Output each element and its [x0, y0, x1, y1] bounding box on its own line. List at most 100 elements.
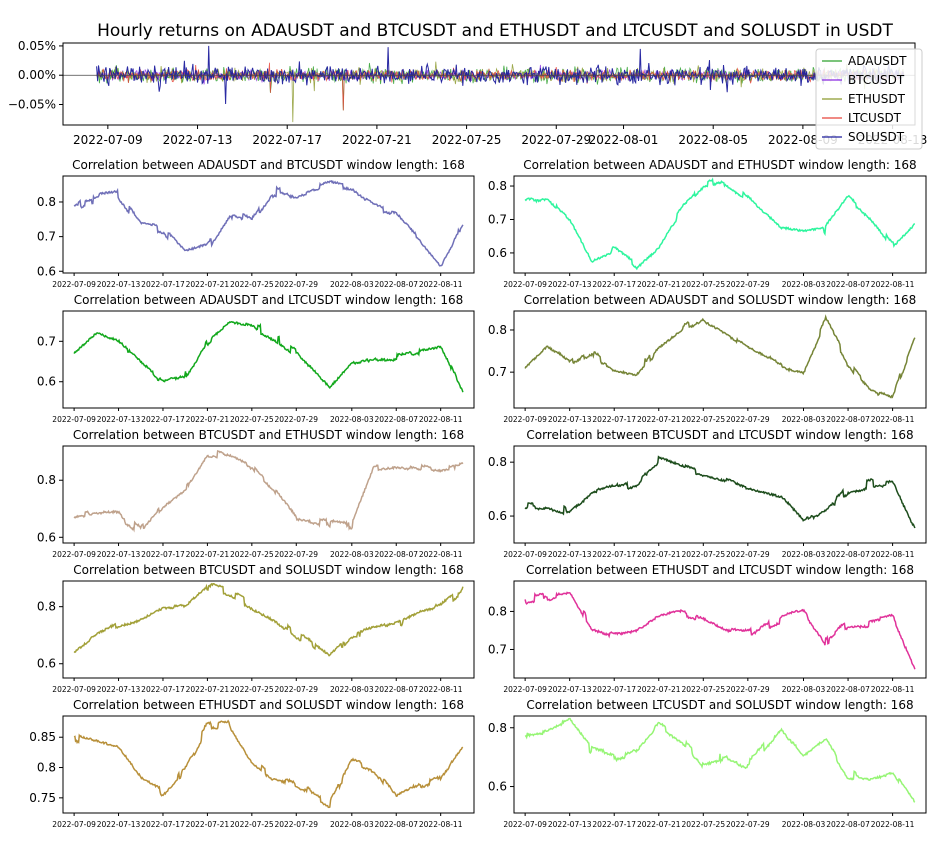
correlation-x-tick-label: 2022-07-09 — [503, 685, 547, 694]
legend-label-ethusdt: ETHUSDT — [848, 92, 906, 106]
returns-x-tick-label: 2022-07-13 — [163, 133, 233, 147]
correlation-x-tick-label: 2022-07-17 — [141, 820, 185, 829]
correlation-x-tick-label: 2022-08-03 — [782, 550, 826, 559]
correlation-x-tick-label: 2022-07-17 — [141, 685, 185, 694]
correlation-axes-frame — [513, 310, 927, 409]
correlation-axes-frame — [62, 310, 475, 409]
correlation-y-tick-label: 0.7 — [488, 365, 507, 379]
correlation-x-tick-label: 2022-08-03 — [782, 280, 826, 289]
correlation-axes-frame — [62, 175, 475, 274]
correlation-line — [524, 314, 916, 399]
correlation-y-tick-label: 0.8 — [488, 323, 507, 337]
returns-x-tick-label: 2022-07-29 — [521, 133, 591, 147]
correlation-x-tick-label: 2022-08-11 — [871, 280, 915, 289]
legend-box — [815, 48, 923, 150]
correlation-chart-title: Correlation between ADAUSDT and ETHUSDT … — [523, 158, 916, 172]
correlation-x-tick-label: 2022-07-21 — [637, 685, 681, 694]
correlation-x-tick-label: 2022-08-11 — [419, 685, 463, 694]
correlation-x-tick-label: 2022-07-13 — [97, 685, 141, 694]
correlation-chart-title: Correlation between ETHUSDT and SOLUSDT … — [73, 698, 464, 712]
correlation-y-tick-label: 0.7 — [37, 334, 56, 348]
correlation-line — [524, 455, 916, 529]
returns-x-tick-label: 2022-08-05 — [678, 133, 748, 147]
correlation-axes-frame — [62, 445, 475, 544]
correlation-chart-2: Correlation between ADAUSDT and ETHUSDT … — [488, 158, 927, 289]
correlation-x-tick-label: 2022-07-29 — [726, 415, 770, 424]
correlation-chart-title: Correlation between BTCUSDT and LTCUSDT … — [526, 428, 913, 442]
returns-y-tick-label: 0.00% — [18, 68, 56, 82]
correlation-x-tick-label: 2022-08-11 — [871, 820, 915, 829]
correlation-x-tick-label: 2022-07-29 — [274, 415, 318, 424]
correlation-axes-frame — [513, 445, 927, 544]
correlation-x-tick-label: 2022-07-17 — [592, 685, 636, 694]
correlation-x-tick-label: 2022-07-21 — [637, 280, 681, 289]
correlation-x-tick-label: 2022-07-25 — [682, 280, 726, 289]
correlation-axes-frame — [62, 715, 475, 814]
correlation-y-tick-label: 0.6 — [37, 657, 56, 671]
correlation-chart-title: Correlation between ETHUSDT and LTCUSDT … — [526, 563, 914, 577]
correlation-x-tick-label: 2022-08-03 — [330, 685, 374, 694]
correlation-x-tick-label: 2022-07-21 — [637, 550, 681, 559]
legend-label-btcusdt: BTCUSDT — [848, 73, 905, 87]
correlation-y-tick-label: 0.6 — [488, 780, 507, 794]
correlation-x-tick-label: 2022-07-17 — [141, 415, 185, 424]
correlation-x-tick-label: 2022-08-03 — [330, 820, 374, 829]
correlation-y-tick-label: 0.6 — [37, 375, 56, 389]
correlation-x-tick-label: 2022-07-13 — [548, 820, 592, 829]
correlation-x-tick-label: 2022-07-13 — [548, 415, 592, 424]
correlation-y-tick-label: 0.7 — [37, 230, 56, 244]
correlation-axes-frame — [513, 580, 927, 679]
correlation-x-tick-label: 2022-08-07 — [374, 280, 418, 289]
correlation-chart-4: Correlation between ADAUSDT and SOLUSDT … — [488, 293, 927, 424]
correlation-y-tick-label: 0.6 — [488, 246, 507, 260]
correlation-x-tick-label: 2022-08-07 — [826, 550, 870, 559]
correlation-x-tick-label: 2022-07-25 — [230, 280, 274, 289]
correlation-x-tick-label: 2022-07-29 — [274, 280, 318, 289]
correlation-x-tick-label: 2022-08-11 — [419, 415, 463, 424]
correlation-x-tick-label: 2022-07-21 — [186, 415, 230, 424]
correlation-y-tick-label: 0.85 — [29, 730, 56, 744]
correlation-chart-title: Correlation between ADAUSDT and BTCUSDT … — [72, 158, 465, 172]
correlation-x-tick-label: 2022-08-07 — [826, 820, 870, 829]
correlation-x-tick-label: 2022-08-11 — [419, 280, 463, 289]
correlation-line — [73, 582, 464, 657]
correlation-x-tick-label: 2022-08-07 — [826, 280, 870, 289]
correlation-x-tick-label: 2022-08-03 — [782, 685, 826, 694]
correlation-x-tick-label: 2022-07-25 — [230, 685, 274, 694]
returns-x-tick-label: 2022-07-09 — [73, 133, 143, 147]
correlation-line — [73, 180, 464, 267]
correlation-x-tick-label: 2022-08-03 — [782, 820, 826, 829]
returns-x-tick-label: 2022-07-25 — [432, 133, 502, 147]
correlation-axes-frame — [513, 175, 927, 274]
correlation-chart-title: Correlation between LTCUSDT and SOLUSDT … — [526, 698, 913, 712]
correlation-x-tick-label: 2022-07-13 — [97, 280, 141, 289]
correlation-axes-frame — [513, 715, 927, 814]
correlation-chart-8: Correlation between ETHUSDT and LTCUSDT … — [488, 563, 927, 694]
correlation-x-tick-label: 2022-08-03 — [330, 280, 374, 289]
figure-title: Hourly returns on ADAUSDT and BTCUSDT an… — [97, 21, 893, 41]
returns-chart: −0.05% 0.00% 0.05% 2022-07-09 2022-07-13 2022… — [8, 39, 927, 150]
correlation-x-tick-label: 2022-07-17 — [141, 550, 185, 559]
correlation-y-tick-label: 0.6 — [37, 530, 56, 544]
correlation-x-tick-label: 2022-08-11 — [871, 415, 915, 424]
correlation-x-tick-label: 2022-07-09 — [52, 685, 96, 694]
correlation-x-tick-label: 2022-07-29 — [726, 685, 770, 694]
correlation-x-tick-label: 2022-08-07 — [374, 820, 418, 829]
correlation-x-tick-label: 2022-07-21 — [186, 550, 230, 559]
returns-x-tick-label: 2022-08-01 — [589, 133, 659, 147]
correlation-x-tick-label: 2022-07-25 — [682, 685, 726, 694]
correlation-x-tick-label: 2022-07-25 — [682, 550, 726, 559]
correlation-line — [73, 321, 464, 393]
correlation-x-tick-label: 2022-08-07 — [374, 550, 418, 559]
legend-label-adausdt: ADAUSDT — [848, 54, 907, 68]
charts-area: −0.05%0.00%0.05%2022-07-09 2022-07-13 2022… — [8, 39, 928, 829]
correlation-y-tick-label: 0.6 — [37, 264, 56, 278]
correlation-x-tick-label: 2022-07-13 — [548, 280, 592, 289]
correlation-y-tick-label: 0.8 — [488, 604, 507, 618]
correlation-x-tick-label: 2022-07-09 — [503, 415, 547, 424]
correlation-line — [524, 717, 916, 803]
correlation-chart-5: Correlation between BTCUSDT and ETHUSDT … — [37, 428, 475, 559]
correlation-y-tick-label: 0.8 — [37, 195, 56, 209]
correlation-chart-6: Correlation between BTCUSDT and LTCUSDT … — [488, 428, 927, 559]
